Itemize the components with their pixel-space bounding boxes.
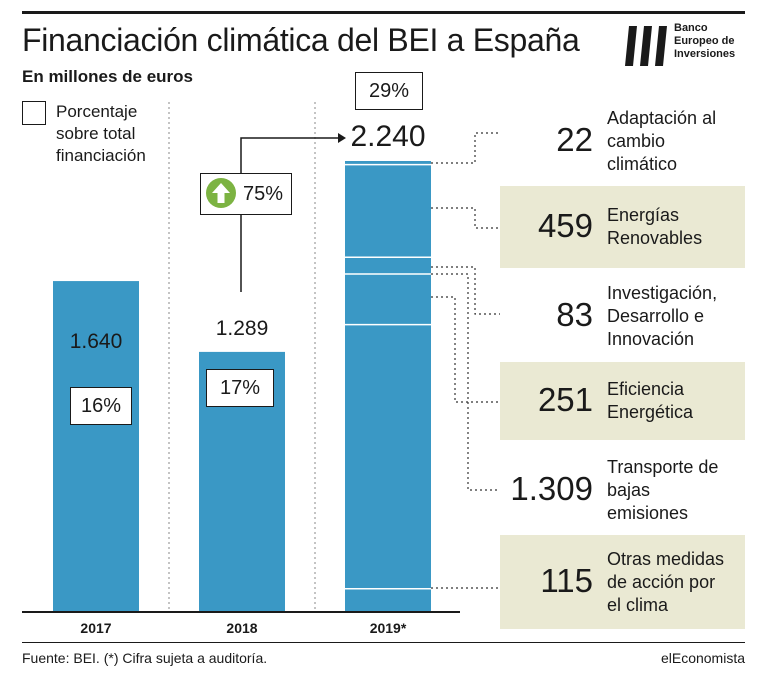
bank-logo-icon [625,26,667,66]
bar [53,281,139,612]
bar [345,160,431,612]
segment-connector [431,132,500,164]
source-note: Fuente: BEI. (*) Cifra sujeta a auditorí… [22,650,268,666]
footer-rule [22,642,745,643]
legend-label-line: Porcentaje [56,102,138,121]
segment-connector [431,266,500,315]
growth-arrowhead [338,133,346,143]
legend-label: Porcentaje sobre total financiación [56,101,176,167]
bank-name-line: Banco [674,22,708,34]
publisher-brand: elEconomista [660,650,745,666]
segment-connector [431,207,500,229]
up-arrow-icon [206,178,236,208]
chart-subtitle: En millones de euros [22,67,193,86]
segment-connector [431,273,500,491]
bank-name-line: Europeo de [674,35,735,47]
legend-label-line: sobre total [56,124,136,143]
bank-name-line: Inversiones [674,48,736,60]
legend-swatch [22,101,46,125]
growth-arrow-line [240,137,338,292]
top-rule [22,11,745,14]
bar [199,351,285,612]
legend-label-line: financiación [56,146,146,165]
chart-title: Financiación climática del BEI a España [22,22,580,58]
bank-name: Banco Europeo de Inversiones [674,22,735,61]
segment-connector [431,296,500,403]
